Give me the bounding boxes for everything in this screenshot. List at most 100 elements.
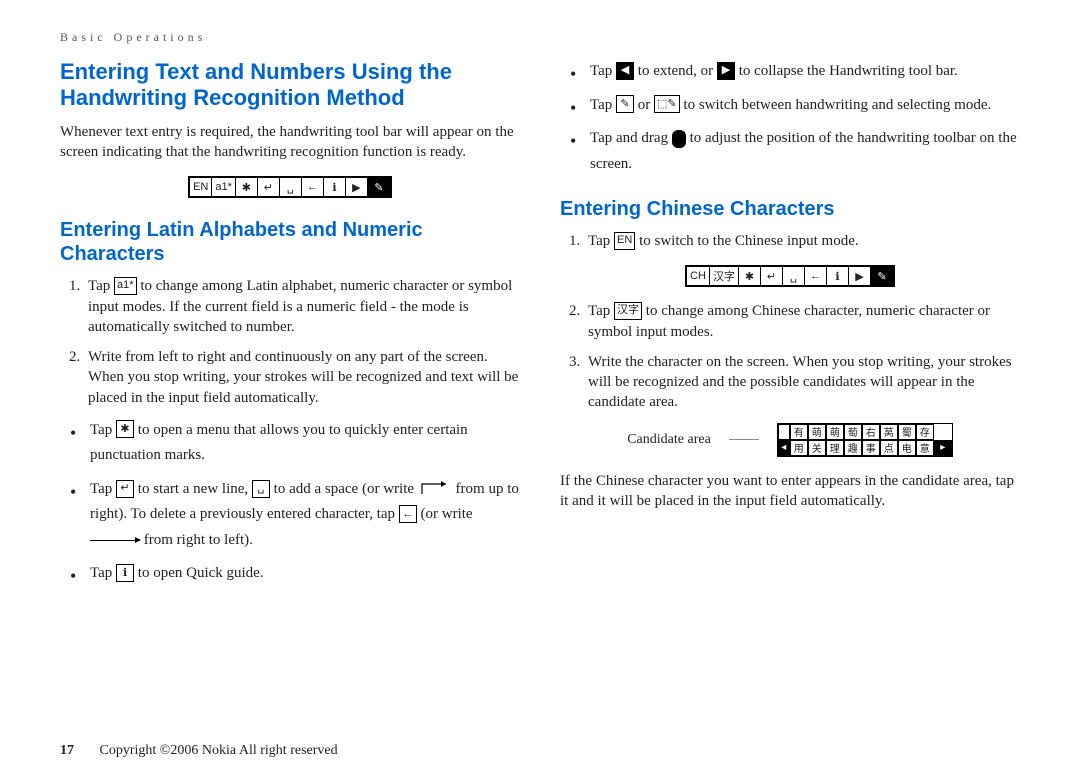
left-column: Entering Text and Numbers Using the Hand… bbox=[60, 59, 520, 595]
text: to open Quick guide. bbox=[138, 565, 264, 581]
right-column: Tap ◀ to extend, or ▶ to collapse the Ha… bbox=[560, 59, 1020, 595]
text: to add a space (or write bbox=[274, 481, 418, 497]
enter-icon: ↵ bbox=[116, 480, 134, 498]
candidate-cell[interactable]: 趣 bbox=[844, 440, 862, 456]
handwriting-toolbar-en: ENa1*✱↵␣←ℹ▶✎ bbox=[60, 176, 520, 198]
toolbar-cell: ← bbox=[302, 178, 324, 196]
candidate-cell[interactable]: 右 bbox=[862, 424, 880, 440]
candidate-cell[interactable]: 有 bbox=[790, 424, 808, 440]
tip-extend-collapse: Tap ◀ to extend, or ▶ to collapse the Ha… bbox=[570, 59, 1020, 85]
candidate-cell[interactable]: 蜀 bbox=[898, 424, 916, 440]
asterisk-icon: ✱ bbox=[116, 420, 134, 438]
tip-newline-space-delete: Tap ↵ to start a new line, ␣ to add a sp… bbox=[70, 477, 520, 554]
candidate-label: Candidate area bbox=[627, 432, 711, 448]
candidate-spacer bbox=[778, 424, 790, 440]
text: (or write bbox=[421, 506, 473, 522]
candidate-area: Candidate area 有萌萌萄右莴蜀存 ◂用关理趣事点电意▸ bbox=[560, 423, 1020, 457]
candidate-cell[interactable]: 存 bbox=[916, 424, 934, 440]
callout-line bbox=[729, 439, 759, 440]
candidate-cell[interactable]: 萌 bbox=[808, 424, 826, 440]
text: to switch between handwriting and select… bbox=[683, 97, 991, 113]
page-footer: 17 Copyright ©2006 Nokia All right reser… bbox=[60, 743, 338, 759]
text: to open a menu that allows you to quickl… bbox=[90, 422, 468, 464]
candidate-prev-icon[interactable]: ◂ bbox=[778, 440, 790, 456]
toolbar-cell: ␣ bbox=[783, 267, 805, 285]
candidate-cell[interactable]: 意 bbox=[916, 440, 934, 456]
selecting-mode-icon: ⬚✎ bbox=[654, 95, 680, 113]
text: to collapse the Handwriting tool bar. bbox=[739, 63, 958, 79]
candidate-explain: If the Chinese character you want to ent… bbox=[560, 471, 1020, 512]
candidate-cell[interactable]: 事 bbox=[862, 440, 880, 456]
candidate-cell[interactable]: 关 bbox=[808, 440, 826, 456]
text: to extend, or bbox=[638, 63, 717, 79]
chinese-steps-1: Tap EN to switch to the Chinese input mo… bbox=[560, 231, 1020, 251]
handwriting-toolbar-ch: CH汉字✱↵␣←ℹ▶✎ bbox=[560, 265, 1020, 287]
toolbar-cell: EN bbox=[190, 178, 212, 196]
tip-drag-toolbar: Tap and drag to adjust the position of t… bbox=[570, 126, 1020, 177]
candidate-cell[interactable]: 电 bbox=[898, 440, 916, 456]
candidate-cell[interactable]: 点 bbox=[880, 440, 898, 456]
toolbar-cell: ↵ bbox=[761, 267, 783, 285]
text: from right to left). bbox=[144, 532, 253, 548]
arrow-left-icon: ◀ bbox=[616, 62, 634, 80]
text: to change among Latin alphabet, numeric … bbox=[88, 278, 512, 335]
drag-handle-icon bbox=[672, 130, 686, 148]
text: Tap bbox=[90, 422, 116, 438]
candidate-more-icon[interactable]: ▸ bbox=[934, 440, 952, 456]
tip-switch-mode: Tap ✎ or ⬚✎ to switch between handwritin… bbox=[570, 93, 1020, 119]
toolbar-cell: ✎ bbox=[368, 178, 390, 196]
toolbar-cell: ▶ bbox=[849, 267, 871, 285]
tip-quickguide: Tap ℹ to open Quick guide. bbox=[70, 561, 520, 587]
candidate-cell[interactable]: 萄 bbox=[844, 424, 862, 440]
text: Tap bbox=[90, 481, 116, 497]
breadcrumb: Basic Operations bbox=[60, 30, 1020, 45]
page-number: 17 bbox=[60, 743, 74, 758]
candidate-cell[interactable]: 莴 bbox=[880, 424, 898, 440]
backspace-icon: ← bbox=[399, 505, 417, 523]
toolbar-cell: ← bbox=[805, 267, 827, 285]
toolbar-cell: ↵ bbox=[258, 178, 280, 196]
text: Tap and drag bbox=[590, 130, 672, 146]
ch-step-1: Tap EN to switch to the Chinese input mo… bbox=[584, 231, 1020, 251]
latin-steps: Tap a1* to change among Latin alphabet, … bbox=[60, 276, 520, 408]
copyright: Copyright ©2006 Nokia All right reserved bbox=[100, 743, 338, 758]
text: Tap bbox=[588, 233, 614, 249]
arrow-right-icon: ▶ bbox=[717, 62, 735, 80]
hanzi-icon: 汉字 bbox=[614, 302, 642, 320]
text: to change among Chinese character, numer… bbox=[588, 303, 990, 339]
candidate-cell[interactable]: 用 bbox=[790, 440, 808, 456]
toolbar-cell: 汉字 bbox=[710, 267, 739, 285]
toolbar-cell: ␣ bbox=[280, 178, 302, 196]
candidate-cell[interactable]: 理 bbox=[826, 440, 844, 456]
handwriting-mode-icon: ✎ bbox=[616, 95, 634, 113]
toolbar-cell: ✎ bbox=[871, 267, 893, 285]
intro-paragraph: Whenever text entry is required, the han… bbox=[60, 122, 520, 163]
lang-icon: EN bbox=[614, 232, 635, 250]
step-1: Tap a1* to change among Latin alphabet, … bbox=[84, 276, 520, 337]
chinese-steps-2: Tap 汉字 to change among Chinese character… bbox=[560, 301, 1020, 412]
text: to switch to the Chinese input mode. bbox=[639, 233, 859, 249]
text: Tap bbox=[588, 303, 614, 319]
toolbar-cell: ▶ bbox=[346, 178, 368, 196]
step-2: Write from left to right and continuousl… bbox=[84, 347, 520, 408]
info-icon: ℹ bbox=[116, 564, 134, 582]
ch-step-3: Write the character on the screen. When … bbox=[584, 352, 1020, 413]
latin-tips: Tap ✱ to open a menu that allows you to … bbox=[60, 418, 520, 587]
candidate-grid: 有萌萌萄右莴蜀存 ◂用关理趣事点电意▸ bbox=[777, 423, 953, 457]
toolbar-cell: ℹ bbox=[827, 267, 849, 285]
gesture-right-icon bbox=[90, 540, 140, 541]
toolbar-cell: CH bbox=[687, 267, 710, 285]
toolbar-cell: ✱ bbox=[739, 267, 761, 285]
tip-punctuation: Tap ✱ to open a menu that allows you to … bbox=[70, 418, 520, 469]
gesture-up-right-icon bbox=[418, 476, 452, 502]
text: to start a new line, bbox=[138, 481, 252, 497]
toolbar-tips: Tap ◀ to extend, or ▶ to collapse the Ha… bbox=[560, 59, 1020, 177]
toolbar-cell: a1* bbox=[212, 178, 236, 196]
ch-step-2: Tap 汉字 to change among Chinese character… bbox=[584, 301, 1020, 342]
toolbar-cell: ℹ bbox=[324, 178, 346, 196]
content-columns: Entering Text and Numbers Using the Hand… bbox=[60, 59, 1020, 595]
candidate-cell[interactable]: 萌 bbox=[826, 424, 844, 440]
text: Tap bbox=[590, 97, 616, 113]
heading-chinese: Entering Chinese Characters bbox=[560, 197, 1020, 221]
text: or bbox=[638, 97, 654, 113]
